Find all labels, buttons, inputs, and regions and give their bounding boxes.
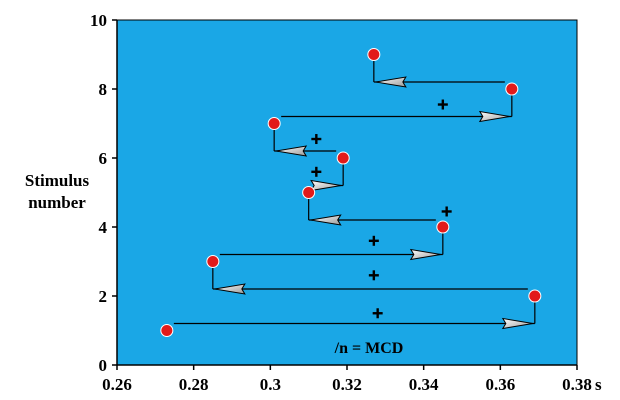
y-tick-label: 6 <box>99 149 108 168</box>
midpoint-plus <box>372 308 383 319</box>
data-point <box>302 186 316 199</box>
arrowhead <box>310 179 342 192</box>
midpoint-markers <box>311 99 452 319</box>
midpoint-plus <box>311 166 322 177</box>
x-tick-label: 0.26 <box>102 375 132 394</box>
x-unit-label: s <box>595 375 602 394</box>
arrowhead <box>501 317 533 330</box>
connector <box>373 60 505 88</box>
y-tick-label: 4 <box>99 218 108 237</box>
staircase-connectors <box>173 60 536 330</box>
x-tick-label: 0.3 <box>260 375 281 394</box>
connector <box>212 267 528 295</box>
arrowhead <box>478 110 510 123</box>
x-tick-label: 0.28 <box>179 375 209 394</box>
connector <box>310 164 344 192</box>
y-axis-label: Stimulus number <box>25 171 90 212</box>
data-point <box>528 289 542 303</box>
y-tick-label: 8 <box>99 80 108 99</box>
data-point <box>267 117 281 130</box>
data-point <box>505 82 519 96</box>
x-tick-label: 0.32 <box>332 375 362 394</box>
x-tick-label: 0.36 <box>485 375 515 394</box>
y-tick-label: 2 <box>99 287 108 306</box>
y-axis-label-line: number <box>28 193 86 212</box>
data-point <box>206 255 220 268</box>
data-points <box>160 48 542 337</box>
midpoint-plus <box>441 206 452 217</box>
midpoint-plus <box>311 134 322 145</box>
data-point <box>367 48 381 61</box>
arrowhead <box>409 248 441 261</box>
x-tick-label: 0.34 <box>409 375 439 394</box>
connector <box>219 233 444 261</box>
arrowhead <box>375 76 407 88</box>
data-point <box>336 151 350 165</box>
data-point <box>160 324 174 337</box>
connector <box>308 198 436 226</box>
arrowhead <box>214 283 246 295</box>
y-tick-label: 10 <box>90 11 107 30</box>
annotation: /n = MCD <box>334 340 404 357</box>
y-axis-label-line: Stimulus <box>25 171 90 190</box>
plot-area <box>116 19 578 366</box>
data-point <box>436 220 450 234</box>
midpoint-plus <box>437 99 448 110</box>
midpoint-plus <box>368 270 379 281</box>
arrowhead <box>310 214 342 226</box>
axes: 0.26 0.28 0.3 0.32 0.34 0.36 0.38 s 0 2 4 6 8 10 Stimu… <box>25 11 602 394</box>
midpoint-plus <box>368 235 379 246</box>
x-tick-label: 0.38 <box>562 375 592 394</box>
arrowhead <box>276 145 308 157</box>
connector <box>173 302 536 330</box>
connector <box>273 129 337 157</box>
y-tick-label: 0 <box>99 356 108 375</box>
connector <box>281 95 513 123</box>
